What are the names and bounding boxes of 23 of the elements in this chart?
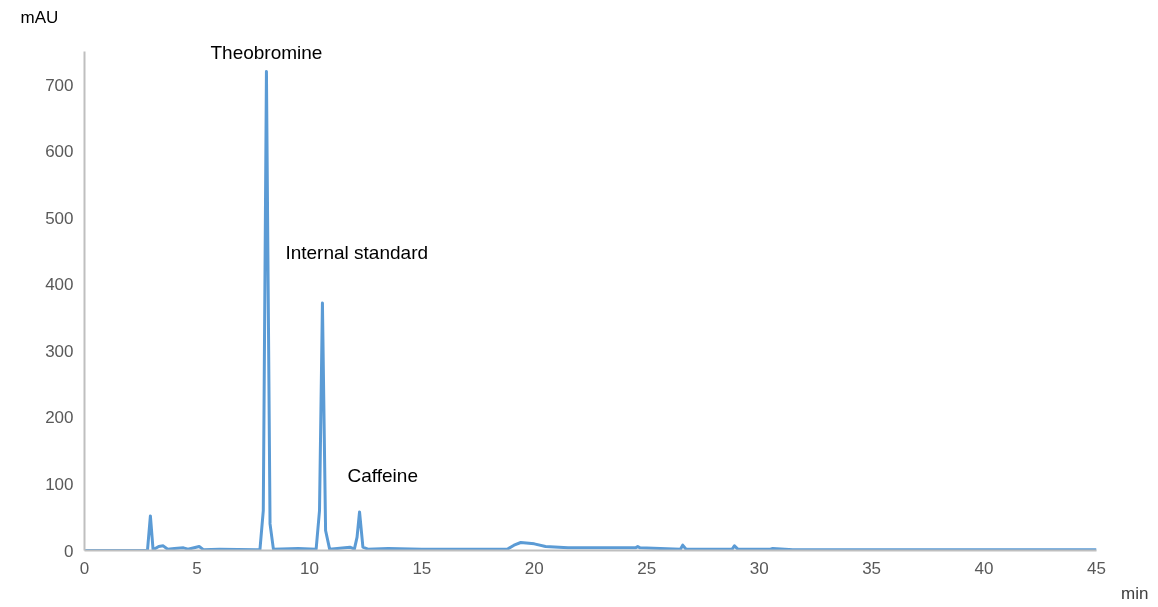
- y-tick-label: 700: [45, 75, 74, 95]
- y-tick-label: 100: [45, 474, 74, 494]
- y-tick-label: 0: [64, 541, 74, 561]
- x-tick-label: 0: [79, 558, 90, 578]
- y-tick-label: 300: [45, 341, 74, 361]
- x-tick-label: 45: [1087, 558, 1106, 578]
- y-tick-label: 600: [45, 142, 74, 162]
- x-tick-label: 30: [749, 558, 769, 578]
- x-tick-label: 5: [192, 558, 202, 578]
- y-tick-label: 200: [45, 408, 74, 428]
- x-axis-title: min: [1121, 583, 1149, 603]
- annotation: Caffeine: [347, 464, 418, 486]
- x-tick-label: 25: [637, 558, 657, 578]
- x-tick-label: 15: [412, 558, 432, 578]
- y-axis-title: mAU: [20, 7, 59, 27]
- y-tick-label: 500: [45, 208, 74, 228]
- x-tick-label: 10: [299, 558, 319, 578]
- annotation: Internal standard: [285, 241, 429, 263]
- annotation: Theobromine: [210, 42, 323, 64]
- x-tick-label: 40: [974, 558, 994, 578]
- y-tick-label: 400: [45, 275, 74, 295]
- x-tick-label: 20: [524, 558, 544, 578]
- x-tick-label: 35: [862, 558, 882, 578]
